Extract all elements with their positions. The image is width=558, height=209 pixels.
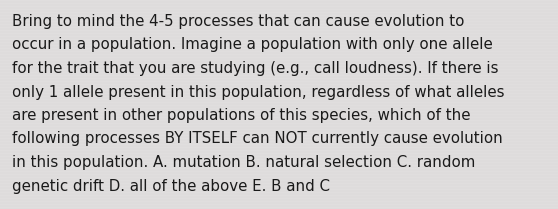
Text: only 1 allele present in this population, regardless of what alleles: only 1 allele present in this population… [12, 84, 504, 99]
Text: occur in a population. Imagine a population with only one allele: occur in a population. Imagine a populat… [12, 37, 493, 52]
Text: Bring to mind the 4-5 processes that can cause evolution to: Bring to mind the 4-5 processes that can… [12, 14, 464, 29]
Text: for the trait that you are studying (e.g., call loudness). If there is: for the trait that you are studying (e.g… [12, 61, 498, 76]
Text: genetic drift D. all of the above E. B and C: genetic drift D. all of the above E. B a… [12, 178, 330, 194]
Text: are present in other populations of this species, which of the: are present in other populations of this… [12, 108, 470, 123]
Text: in this population. A. mutation B. natural selection C. random: in this population. A. mutation B. natur… [12, 155, 475, 170]
Text: following processes BY ITSELF can NOT currently cause evolution: following processes BY ITSELF can NOT cu… [12, 131, 503, 147]
